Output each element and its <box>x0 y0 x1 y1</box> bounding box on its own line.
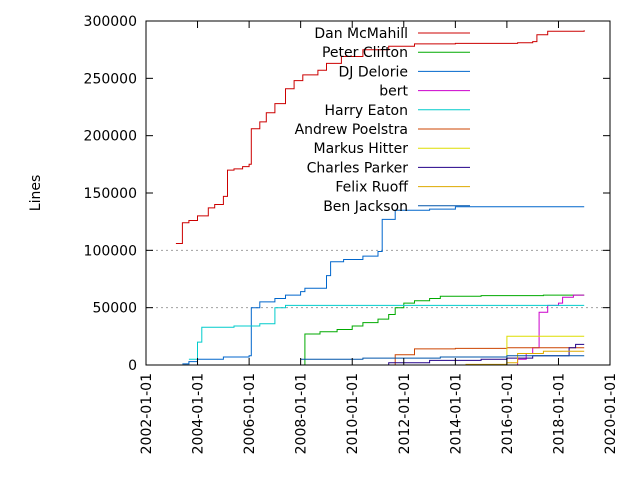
series-line-peter-clifton <box>300 294 585 366</box>
series-lines <box>175 30 585 366</box>
x-tick-label: 2008-01-01 <box>294 373 310 454</box>
x-tick-label: 2020-01-01 <box>603 373 619 454</box>
grid <box>146 249 610 309</box>
series-line-dj-delorie <box>182 206 585 365</box>
x-tick-label: 2012-01-01 <box>397 373 413 454</box>
legend-label-bert: bert <box>379 84 408 100</box>
y-axis-label: Lines <box>28 175 44 211</box>
y-tick-label: 300000 <box>84 14 137 30</box>
y-tick-label: 250000 <box>84 71 137 87</box>
y-tick-label: 50000 <box>92 301 137 317</box>
x-tick-label: 2018-01-01 <box>551 373 567 454</box>
x-tick-label: 2004-01-01 <box>191 373 207 454</box>
series-line-ben-jackson <box>300 355 585 360</box>
legend: Dan McMahill Peter Clifton DJ Delorie bert H… <box>295 26 470 215</box>
x-tick-label: 2006-01-01 <box>242 373 258 454</box>
y-tick-label: 100000 <box>84 243 137 259</box>
series-line-harry-eaton <box>188 304 585 360</box>
series-line-dan-mcmahill <box>175 30 585 244</box>
axis-ticks: 0 50000 100000 150000 200000 250000 300000 2002… <box>84 14 619 454</box>
y-tick-label: 200000 <box>84 129 137 145</box>
legend-label-andrew-poelstra: Andrew Poelstra <box>295 122 408 138</box>
legend-label-felix-ruoff: Felix Ruoff <box>335 180 408 196</box>
x-tick-label: 2016-01-01 <box>500 373 516 454</box>
legend-label-dj-delorie: DJ Delorie <box>339 64 408 80</box>
x-tick-label: 2002-01-01 <box>139 373 155 454</box>
series-line-bert <box>506 294 585 366</box>
legend-label-charles-parker: Charles Parker <box>307 160 409 176</box>
x-tick-label: 2010-01-01 <box>345 373 361 454</box>
legend-label-ben-jackson: Ben Jackson <box>323 199 408 215</box>
legend-label-dan-mcmahill: Dan McMahill <box>314 26 408 42</box>
y-tick-label: 0 <box>128 358 137 374</box>
legend-label-harry-eaton: Harry Eaton <box>325 103 408 119</box>
x-tick-label: 2014-01-01 <box>448 373 464 454</box>
series-line-markus-hitter <box>491 335 585 366</box>
y-tick-label: 150000 <box>84 186 137 202</box>
legend-label-peter-clifton: Peter Clifton <box>322 45 408 61</box>
legend-label-markus-hitter: Markus Hitter <box>314 141 409 157</box>
